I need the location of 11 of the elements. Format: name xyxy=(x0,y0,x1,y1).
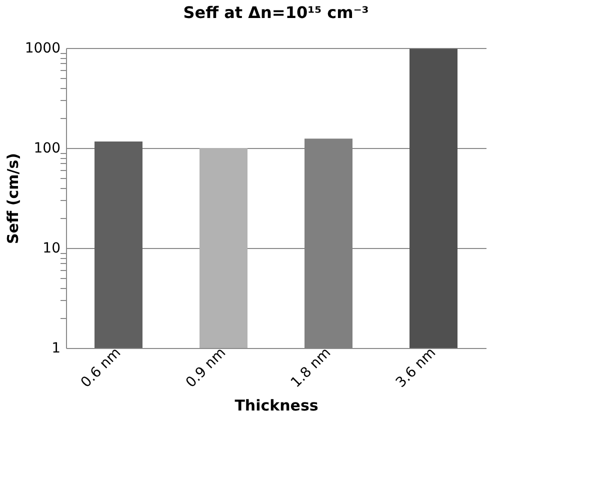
chart-title: Seff at Δn=10¹⁵ cm⁻³ xyxy=(183,3,369,22)
y-tick-label: 10 xyxy=(42,240,60,256)
x-tick-label: 3.6 nm xyxy=(393,344,440,391)
x-axis-title: Thickness xyxy=(234,396,318,414)
y-tick-label: 1000 xyxy=(24,40,60,56)
y-tick-label: 1 xyxy=(52,340,60,356)
x-tick-label: 0.9 nm xyxy=(183,344,230,391)
y-tick-label: 100 xyxy=(34,140,60,156)
x-tick-label: 0.6 nm xyxy=(78,344,124,391)
y-axis-title: Seff (cm/s) xyxy=(4,153,22,244)
x-tick-label: 1.8 nm xyxy=(288,344,334,391)
